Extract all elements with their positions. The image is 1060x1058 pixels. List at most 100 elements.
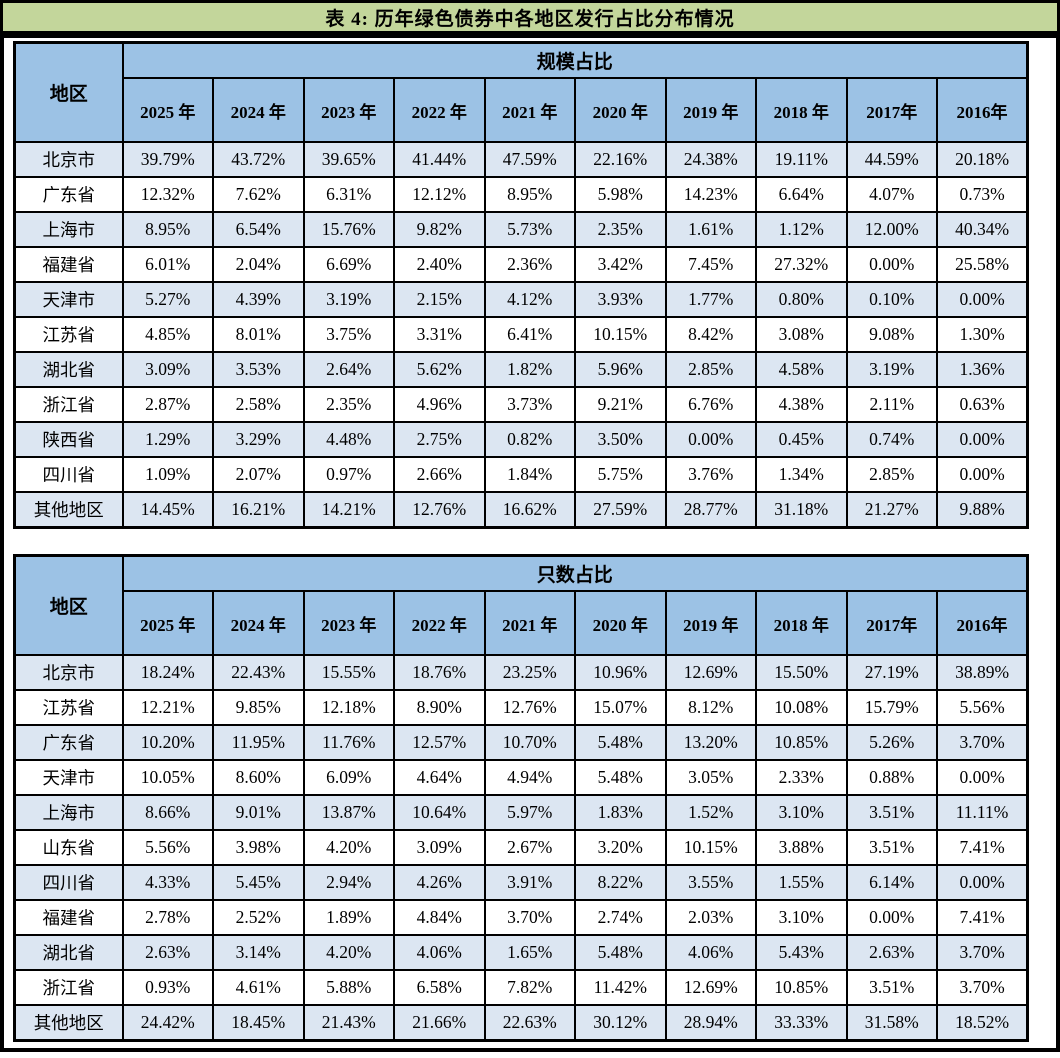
value-cell: 14.21% [302, 491, 395, 529]
value-cell: 1.83% [574, 794, 667, 831]
value-cell: 43.72% [212, 141, 305, 178]
value-cell: 2.11% [845, 386, 938, 423]
value-cell: 8.22% [574, 864, 667, 901]
value-cell: 41.44% [393, 141, 486, 178]
value-cell: 1.34% [755, 456, 848, 493]
value-cell: 31.58% [845, 1004, 938, 1042]
region-cell: 陕西省 [13, 421, 124, 458]
region-cell: 山东省 [13, 829, 124, 866]
value-cell: 0.80% [755, 281, 848, 318]
value-cell: 5.73% [483, 211, 576, 248]
value-cell: 2.85% [664, 351, 757, 388]
header-row-group: 地区 规模占比 [13, 41, 1029, 143]
year-header: 2016年 [936, 77, 1029, 143]
value-cell: 8.95% [121, 211, 214, 248]
value-cell: 44.59% [845, 141, 938, 178]
value-cell: 21.27% [845, 491, 938, 529]
value-cell: 4.85% [121, 316, 214, 353]
value-cell: 2.35% [302, 386, 395, 423]
value-cell: 7.41% [936, 829, 1029, 866]
region-column-header: 地区 [13, 41, 124, 143]
value-cell: 5.48% [574, 934, 667, 971]
table-row: 浙江省 2.87% 2.58% 2.35% 4.96% 3.73% 9.21% 6.76% 4.… [13, 386, 1029, 423]
value-cell: 2.04% [212, 246, 305, 283]
value-cell: 4.20% [302, 934, 395, 971]
value-cell: 0.00% [936, 281, 1029, 318]
table-row: 北京市 18.24% 22.43% 15.55% 18.76% 23.25% 10.96% 1… [13, 654, 1029, 691]
value-cell: 1.61% [664, 211, 757, 248]
region-cell: 福建省 [13, 899, 124, 936]
value-cell: 3.09% [393, 829, 486, 866]
region-cell: 湖北省 [13, 351, 124, 388]
value-cell: 3.51% [845, 829, 938, 866]
value-cell: 4.94% [483, 759, 576, 796]
table-row: 江苏省 4.85% 8.01% 3.75% 3.31% 6.41% 10.15% 8.42% 3… [13, 316, 1029, 353]
value-cell: 10.70% [483, 724, 576, 761]
value-cell: 3.10% [755, 899, 848, 936]
table-row: 四川省 1.09% 2.07% 0.97% 2.66% 1.84% 5.75% 3.76% 1.… [13, 456, 1029, 493]
value-cell: 2.03% [664, 899, 757, 936]
value-cell: 10.15% [574, 316, 667, 353]
value-cell: 6.64% [755, 176, 848, 213]
value-cell: 3.29% [212, 421, 305, 458]
value-cell: 6.76% [664, 386, 757, 423]
year-header: 2021 年 [483, 77, 576, 143]
table-row: 江苏省 12.21% 9.85% 12.18% 8.90% 12.76% 15.07% 8.1… [13, 689, 1029, 726]
value-cell: 20.18% [936, 141, 1029, 178]
year-header: 2025 年 [121, 77, 214, 143]
value-cell: 1.29% [121, 421, 214, 458]
value-cell: 3.70% [483, 899, 576, 936]
region-column-header: 地区 [13, 554, 124, 656]
region-cell: 天津市 [13, 281, 124, 318]
value-cell: 2.35% [574, 211, 667, 248]
value-cell: 12.69% [664, 654, 757, 691]
value-cell: 0.45% [755, 421, 848, 458]
value-cell: 0.00% [936, 456, 1029, 493]
value-cell: 2.15% [393, 281, 486, 318]
group-header: 只数占比 [121, 554, 1029, 592]
value-cell: 6.09% [302, 759, 395, 796]
year-header: 2021 年 [483, 590, 576, 656]
value-cell: 21.66% [393, 1004, 486, 1042]
value-cell: 3.93% [574, 281, 667, 318]
table-row: 上海市 8.95% 6.54% 15.76% 9.82% 5.73% 2.35% 1.61% 1… [13, 211, 1029, 248]
region-cell: 上海市 [13, 211, 124, 248]
value-cell: 3.08% [755, 316, 848, 353]
value-cell: 8.90% [393, 689, 486, 726]
count-share-table: 地区 只数占比 2025 年 2024 年 2023 年 2022 年 2021 年 2020… [13, 554, 1030, 1042]
year-header: 2024 年 [212, 77, 305, 143]
value-cell: 10.96% [574, 654, 667, 691]
value-cell: 2.78% [121, 899, 214, 936]
year-header: 2017年 [845, 590, 938, 656]
region-cell: 上海市 [13, 794, 124, 831]
value-cell: 4.84% [393, 899, 486, 936]
value-cell: 5.96% [574, 351, 667, 388]
value-cell: 19.11% [755, 141, 848, 178]
value-cell: 3.98% [212, 829, 305, 866]
value-cell: 0.00% [845, 899, 938, 936]
value-cell: 11.76% [302, 724, 395, 761]
year-header: 2020 年 [574, 77, 667, 143]
table-row: 浙江省 0.93% 4.61% 5.88% 6.58% 7.82% 11.42% 12.69%… [13, 969, 1029, 1006]
value-cell: 3.53% [212, 351, 305, 388]
header-row-years: 2025 年 2024 年 2023 年 2022 年 2021 年 2020 年 2019… [15, 590, 1029, 656]
value-cell: 6.69% [302, 246, 395, 283]
value-cell: 0.93% [121, 969, 214, 1006]
value-cell: 2.07% [212, 456, 305, 493]
value-cell: 21.43% [302, 1004, 395, 1042]
value-cell: 2.87% [121, 386, 214, 423]
value-cell: 12.69% [664, 969, 757, 1006]
value-cell: 5.43% [755, 934, 848, 971]
value-cell: 2.63% [121, 934, 214, 971]
value-cell: 9.88% [936, 491, 1029, 529]
value-cell: 8.60% [212, 759, 305, 796]
value-cell: 2.94% [302, 864, 395, 901]
value-cell: 23.25% [483, 654, 576, 691]
value-cell: 38.89% [936, 654, 1029, 691]
value-cell: 4.06% [664, 934, 757, 971]
table-row: 陕西省 1.29% 3.29% 4.48% 2.75% 0.82% 3.50% 0.00% 0.… [13, 421, 1029, 458]
value-cell: 5.56% [121, 829, 214, 866]
value-cell: 4.58% [755, 351, 848, 388]
value-cell: 5.48% [574, 724, 667, 761]
